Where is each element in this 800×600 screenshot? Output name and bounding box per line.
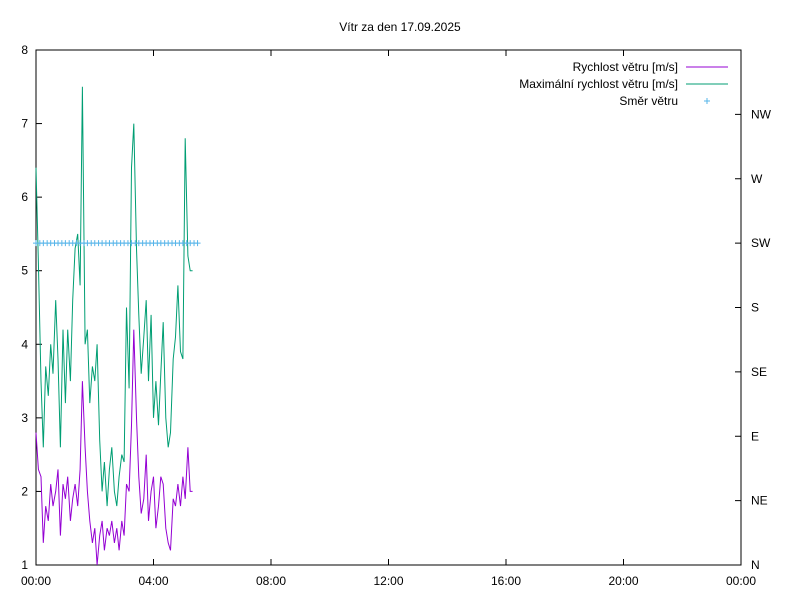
y-right-tick-label: SW: [751, 236, 771, 250]
legend-label: Maximální rychlost větru [m/s]: [519, 77, 678, 91]
plot-frame: [35, 49, 742, 566]
direction-point: [194, 240, 201, 247]
y-left-tick-label: 6: [21, 190, 28, 204]
y-left-tick-label: 2: [21, 484, 28, 498]
legend: Rychlost větru [m/s] Maximální rychlost v…: [519, 60, 728, 108]
axes: 1 2 3 4 5 6 7 8 N NE E SE S SW W NW 00:00 04:00 08:00 12:00…: [21, 43, 772, 588]
y-right-tick-label: NE: [751, 494, 768, 508]
y-right-tick-label: W: [751, 172, 763, 186]
legend-label: Rychlost větru [m/s]: [573, 60, 678, 74]
chart-title: Vítr za den 17.09.2025: [339, 20, 461, 34]
y-left-tick-label: 4: [21, 337, 28, 351]
series-line-1: [35, 86, 193, 507]
y-left-tick-label: 7: [21, 117, 28, 131]
series-layer: [33, 86, 201, 566]
series-line-0: [35, 329, 193, 566]
legend-marker: [704, 98, 710, 104]
y-left-tick-label: 1: [21, 558, 28, 572]
y-left-tick-label: 8: [21, 43, 28, 57]
y-left-tick-label: 3: [21, 411, 28, 425]
y-right-tick-label: S: [751, 301, 759, 315]
y-right-tick-label: SE: [751, 365, 767, 379]
x-tick-label: 04:00: [138, 574, 168, 588]
y-left-tick-label: 5: [21, 264, 28, 278]
y-right-tick-label: NW: [751, 107, 772, 121]
x-tick-label: 08:00: [256, 574, 286, 588]
x-tick-label: 00:00: [726, 574, 756, 588]
x-tick-label: 20:00: [608, 574, 638, 588]
y-right-tick-label: E: [751, 429, 759, 443]
x-tick-label: 12:00: [373, 574, 403, 588]
x-tick-label: 16:00: [491, 574, 521, 588]
y-right-tick-label: N: [751, 558, 760, 572]
legend-label: Směr větru: [619, 94, 678, 108]
x-tick-label: 00:00: [21, 574, 51, 588]
series-direction-markers: [33, 240, 201, 247]
